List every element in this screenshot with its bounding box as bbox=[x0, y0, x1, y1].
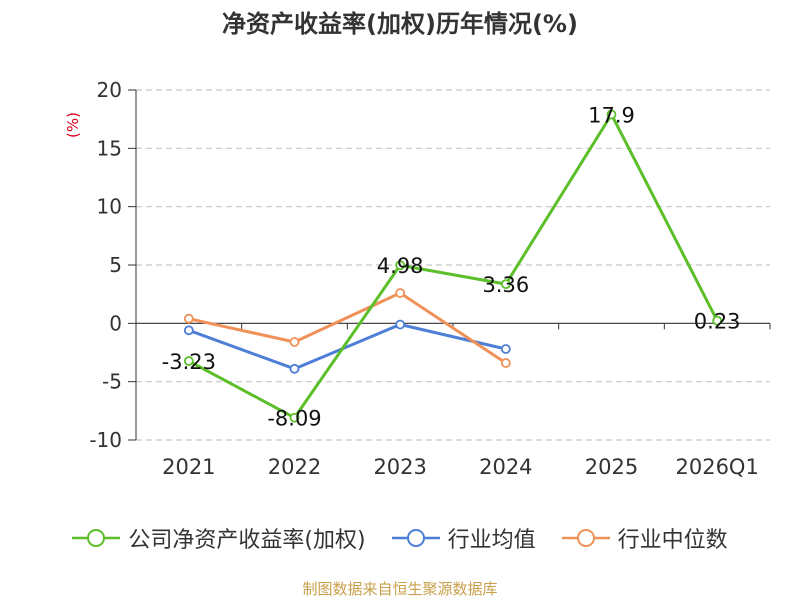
x-tick-label: 2022 bbox=[268, 455, 321, 479]
legend-label: 公司净资产收益率(加权) bbox=[128, 528, 366, 553]
legend-item[interactable]: 行业均值 bbox=[391, 522, 536, 554]
data-point bbox=[183, 356, 194, 366]
source-note: 制图数据来自恒生聚源数据库 bbox=[302, 580, 498, 598]
legend-swatch bbox=[561, 529, 610, 547]
data-label: -3.23 bbox=[162, 350, 216, 374]
legend-label: 行业均值 bbox=[447, 528, 536, 553]
x-tick-label: 2026Q1 bbox=[675, 455, 758, 479]
y-tick-label: -10 bbox=[89, 428, 122, 452]
legend-swatch bbox=[72, 529, 121, 547]
x-tick-label: 2025 bbox=[585, 455, 638, 479]
y-axis-label: (%) bbox=[64, 112, 82, 138]
series-line bbox=[188, 291, 507, 365]
x-tick-label: 2024 bbox=[479, 455, 532, 479]
legend-swatch-marker bbox=[87, 529, 106, 547]
x-tick-label: 2021 bbox=[162, 455, 215, 479]
data-point bbox=[289, 412, 300, 423]
legend-label: 行业中位数 bbox=[617, 528, 728, 553]
data-label: 3.36 bbox=[482, 273, 529, 297]
y-tick-label: 15 bbox=[97, 136, 122, 160]
data-label: 0.23 bbox=[694, 310, 741, 334]
data-point bbox=[395, 260, 406, 271]
series-line bbox=[188, 113, 719, 420]
legend-item[interactable]: 公司净资产收益率(加权) bbox=[72, 522, 366, 554]
y-tick-label: -5 bbox=[102, 370, 122, 394]
legend-item[interactable]: 行业中位数 bbox=[561, 522, 728, 554]
y-tick-label: 20 bbox=[97, 78, 122, 102]
legend-swatch-marker bbox=[576, 529, 595, 547]
y-tick-label: 0 bbox=[109, 311, 122, 335]
data-point bbox=[289, 337, 300, 347]
data-point bbox=[500, 279, 511, 290]
series-line bbox=[188, 323, 507, 371]
data-point bbox=[289, 363, 300, 374]
data-point bbox=[500, 358, 511, 368]
x-tick-label: 2023 bbox=[373, 455, 426, 479]
chart-title: 净资产收益率(加权)历年情况(%) bbox=[222, 10, 578, 38]
data-point bbox=[395, 288, 406, 298]
data-point bbox=[606, 109, 617, 120]
data-point bbox=[183, 325, 194, 336]
legend-swatch-marker bbox=[406, 529, 425, 547]
y-tick-label: 5 bbox=[109, 253, 122, 277]
data-point bbox=[712, 315, 723, 326]
legend-swatch bbox=[391, 529, 440, 547]
data-label: 4.98 bbox=[377, 254, 424, 278]
data-label: 17.9 bbox=[588, 104, 635, 128]
data-point bbox=[183, 313, 194, 324]
data-label: -8.09 bbox=[267, 407, 321, 431]
data-point bbox=[500, 344, 511, 354]
y-tick-label: 10 bbox=[97, 195, 122, 219]
data-point bbox=[395, 319, 406, 330]
legend: 公司净资产收益率(加权) 行业均值 行业中位数 bbox=[0, 522, 800, 554]
